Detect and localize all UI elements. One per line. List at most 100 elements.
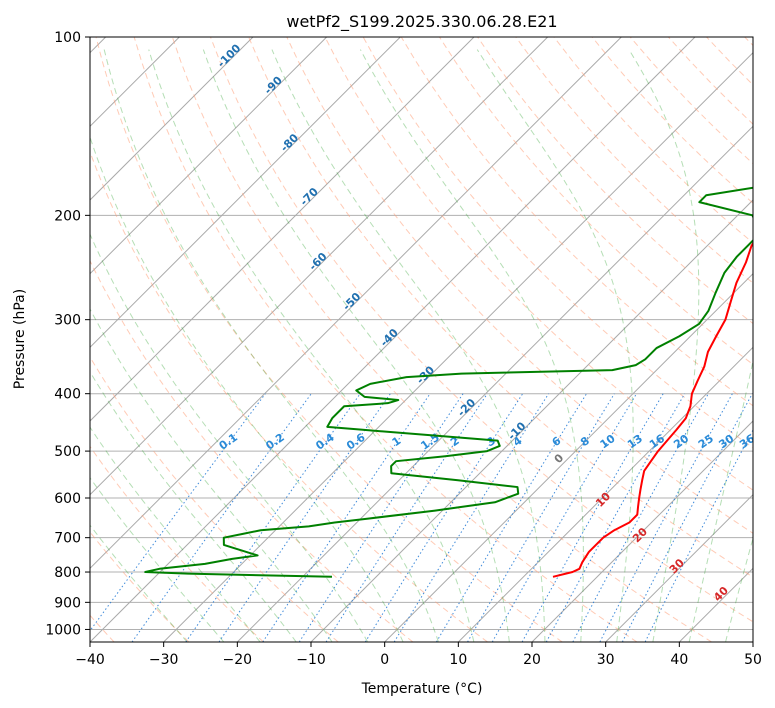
dry-adiabat-line — [286, 37, 753, 534]
moist-adiabat-line — [103, 49, 439, 642]
isotherm-line — [384, 272, 753, 642]
x-tick-label: 30 — [597, 652, 615, 668]
mixing-ratio-line — [298, 393, 464, 642]
y-tick-label: 700 — [54, 531, 81, 547]
mixing-ratio-label: 16 — [647, 432, 667, 452]
isotherm-line — [90, 37, 328, 275]
chart-title: wetPf2_S199.2025.330.06.28.E21 — [286, 12, 557, 32]
mixing-ratio-label: 0.4 — [313, 431, 337, 453]
x-tick-label: 0 — [380, 652, 389, 668]
mixing-ratio-line — [131, 393, 312, 642]
isotherm-line — [90, 37, 549, 496]
dry-adiabat-line — [248, 37, 753, 578]
dry-adiabat-line — [553, 37, 753, 244]
dry-adiabat-line — [95, 37, 563, 642]
mixing-ratio-label: 10 — [598, 432, 618, 452]
isotherm-label: -60 — [306, 250, 329, 273]
moist-adiabat-line — [688, 358, 753, 642]
isotherm-line — [90, 37, 696, 642]
moist-adiabat-line — [202, 49, 510, 642]
dry-adiabat-line — [90, 531, 190, 642]
x-tick-label: 20 — [523, 652, 541, 668]
isoline-labels: 0.1 0.2 0.4 0.6 1 1.5 2 3 4 6 8 10 13 16 20 25 30 36-100-… — [215, 41, 753, 604]
isotherm-label: -20 — [455, 396, 478, 419]
moist-adiabat-line — [90, 233, 369, 642]
temperature-profile-line — [552, 241, 753, 578]
isotherm-label: -100 — [215, 41, 244, 70]
mixing-ratio-line — [467, 393, 615, 642]
mixing-ratio-label: 0.6 — [344, 431, 368, 453]
y-tick-label: 1000 — [45, 622, 81, 638]
y-tick-label: 500 — [54, 444, 81, 460]
moist-adiabat-line — [90, 524, 188, 642]
dewpoint-profile-line — [144, 186, 753, 578]
mixing-ratio-line — [393, 393, 550, 642]
moist-adiabat-line — [90, 370, 297, 642]
dry-adiabat-line — [133, 37, 638, 642]
y-tick-label: 400 — [54, 387, 81, 403]
mixing-ratio-label: 13 — [625, 432, 645, 451]
mixing-ratio-label: 30 — [716, 432, 736, 452]
isotherm-line — [531, 420, 753, 642]
y-tick-label: 100 — [54, 30, 81, 46]
x-tick-label: −20 — [223, 652, 253, 668]
x-tick-label: 50 — [744, 652, 762, 668]
dry-adiabat-line — [706, 37, 753, 86]
isotherm-label: -80 — [278, 131, 301, 154]
dry-adiabat-line — [90, 259, 414, 642]
moist-adiabat-line — [271, 49, 546, 642]
y-tick-label: 600 — [54, 491, 81, 507]
dry-adiabat-line — [668, 37, 753, 125]
dry-adiabat-line — [90, 445, 264, 642]
x-axis-title: Temperature (°C) — [361, 681, 483, 697]
moist-adiabat-line — [90, 426, 261, 642]
mixing-ratio-line — [262, 393, 431, 642]
mixing-ratio-label: 0.1 — [217, 431, 240, 453]
x-tick-label: 10 — [449, 652, 467, 668]
isotherm-line — [163, 51, 753, 642]
background-lines — [90, 37, 753, 642]
isotherm-line — [236, 125, 753, 642]
dry-adiabat-line — [90, 356, 339, 642]
dry-adiabat-line — [591, 37, 753, 204]
mixing-ratio-line — [185, 393, 361, 642]
x-tick-label: −40 — [75, 652, 105, 668]
isotherm-label: -90 — [262, 74, 285, 97]
mixing-ratio-line — [435, 393, 587, 642]
axis-ticks: −40 −30 −20 −10 0 10 20 30 40 5010020030040050060… — [45, 30, 762, 668]
dry-adiabat-line — [210, 37, 753, 623]
moist-adiabat-line — [90, 135, 404, 642]
moist-adiabat-line — [359, 49, 584, 642]
isotherm-line — [90, 37, 475, 422]
mixing-ratio-line — [364, 393, 524, 642]
mixing-ratio-line — [545, 393, 686, 642]
y-tick-label: 900 — [54, 595, 81, 611]
isotherm-label: -70 — [298, 185, 321, 208]
moist-adiabat-line — [90, 476, 225, 642]
dry-adiabat-line — [515, 37, 753, 284]
y-tick-label: 200 — [54, 208, 81, 224]
isotherm-line — [678, 567, 753, 642]
mixing-ratio-line — [644, 428, 753, 642]
moist-adiabat-label: 30 — [667, 556, 687, 576]
mixing-ratio-line — [218, 393, 391, 642]
mixing-ratio-label: 20 — [671, 432, 691, 452]
mixing-ratio-line — [572, 393, 709, 642]
moist-adiabat-label: 40 — [711, 584, 731, 604]
dry-adiabat-line — [324, 37, 753, 491]
x-tick-label: 40 — [670, 652, 688, 668]
moist-adiabat-line — [90, 308, 333, 642]
moist-adiabat-line — [628, 49, 700, 642]
moist-adiabat-line — [725, 536, 753, 642]
moist-adiabat-label: 0 — [552, 451, 567, 466]
isotherm-line — [752, 641, 753, 642]
moist-adiabat-line — [476, 49, 634, 642]
y-axis-title: Pressure (hPa) — [12, 289, 28, 389]
mixing-ratio-line — [325, 393, 488, 642]
isotherm-line — [457, 346, 753, 642]
y-tick-label: 300 — [54, 313, 81, 329]
dry-adiabat-line — [90, 150, 488, 642]
mixing-ratio-label: 25 — [696, 432, 716, 451]
